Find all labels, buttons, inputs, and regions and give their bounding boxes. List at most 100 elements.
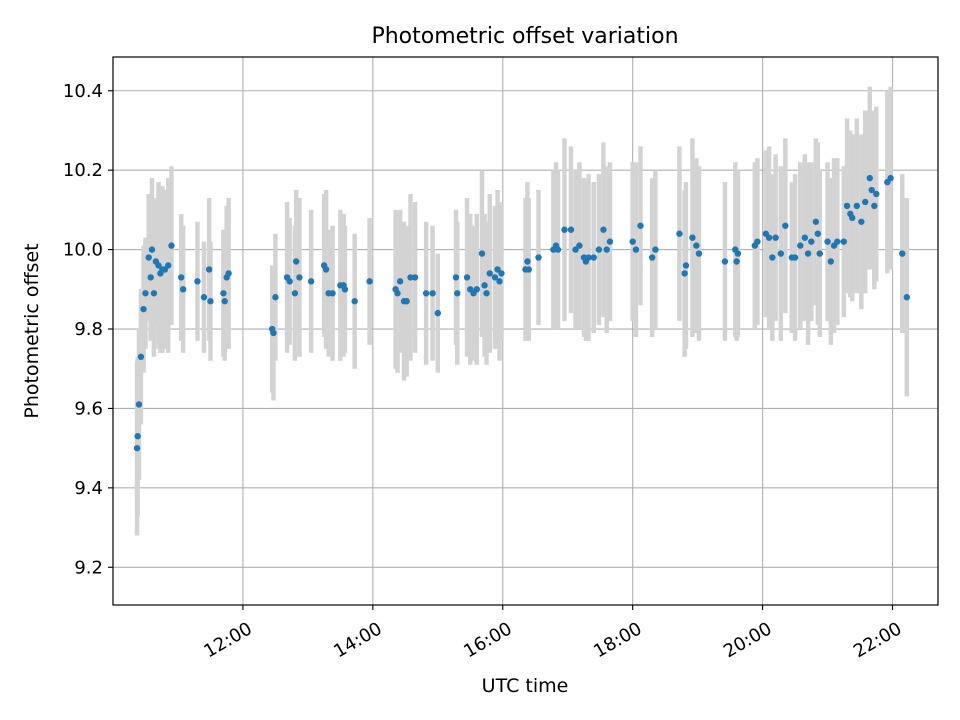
data-point [496,278,503,285]
data-point [463,274,471,281]
data-point [307,278,315,285]
data-point [165,262,172,269]
data-point [220,290,227,297]
data-point [452,274,460,281]
data-point [524,258,531,265]
y-tick-label: 9.2 [74,557,103,578]
data-point [296,274,303,281]
data-point [396,278,404,285]
data-point [454,290,461,297]
data-point [871,202,878,210]
y-axis-label: Photometric offset [21,243,43,418]
data-point [853,202,860,210]
data-point [407,274,414,281]
data-point [140,305,147,313]
data-point [576,242,583,249]
data-point [840,238,848,245]
data-point [824,238,831,245]
data-point [221,298,228,305]
x-axis-label: UTC time [482,675,569,697]
data-point [473,286,480,293]
data-point [595,246,603,253]
data-point [676,230,683,237]
data-point [403,298,410,305]
y-tick-label: 9.8 [74,319,103,340]
data-point [498,270,505,277]
data-point [868,186,875,194]
data-point [491,274,499,281]
data-point [411,274,419,281]
data-point [590,254,597,261]
data-point [887,174,894,182]
data-point [179,286,187,293]
data-point [134,433,141,440]
data-point [866,174,873,182]
data-point [600,226,607,233]
data-point [366,278,373,285]
data-point [791,254,799,261]
data-point [606,238,614,245]
data-point [812,218,820,225]
data-point [135,401,143,408]
data-point [341,286,349,293]
data-point [155,262,162,269]
data-point [804,250,812,257]
data-point [801,234,809,241]
data-point [178,274,185,281]
data-point [478,250,486,257]
data-point [133,444,141,452]
data-point [394,290,401,297]
data-point [681,270,688,277]
chart-title: Photometric offset variation [371,24,678,49]
y-tick-label: 10.0 [63,240,103,261]
plot-frame [112,56,939,606]
data-point [754,238,761,245]
data-point [733,258,740,265]
data-points [133,174,911,452]
data-point [682,262,690,269]
data-point [137,353,145,361]
data-point [148,246,156,253]
data-point [808,238,815,245]
data-point [603,246,610,253]
data-point [632,246,640,253]
data-point [292,258,300,265]
data-point [150,290,158,297]
data-point [772,234,779,241]
data-point [194,278,201,285]
data-point [168,242,175,249]
data-point [200,294,208,301]
data-point [862,198,869,206]
data-point [286,278,293,285]
data-point [434,309,442,317]
data-point [827,258,835,265]
data-point [145,254,152,261]
y-tick-label: 10.4 [63,81,103,102]
data-point [652,246,659,253]
data-point [769,254,776,261]
data-point [693,242,700,249]
data-point [834,238,841,245]
data-point [535,254,542,261]
data-point [814,230,822,237]
data-point [782,222,789,229]
data-point [329,290,336,297]
data-point [270,329,277,337]
data-point [899,250,906,257]
y-tick-label: 10.2 [63,160,103,181]
data-point [777,250,784,257]
data-point [147,274,154,281]
data-point [648,254,656,261]
data-point [629,238,636,245]
data-point [695,250,703,257]
data-point [272,294,279,301]
data-point [494,266,501,273]
data-point [481,282,488,289]
data-point [637,222,644,229]
data-point [567,226,575,233]
data-point [797,242,804,249]
data-point [486,270,493,277]
data-point [429,290,436,297]
